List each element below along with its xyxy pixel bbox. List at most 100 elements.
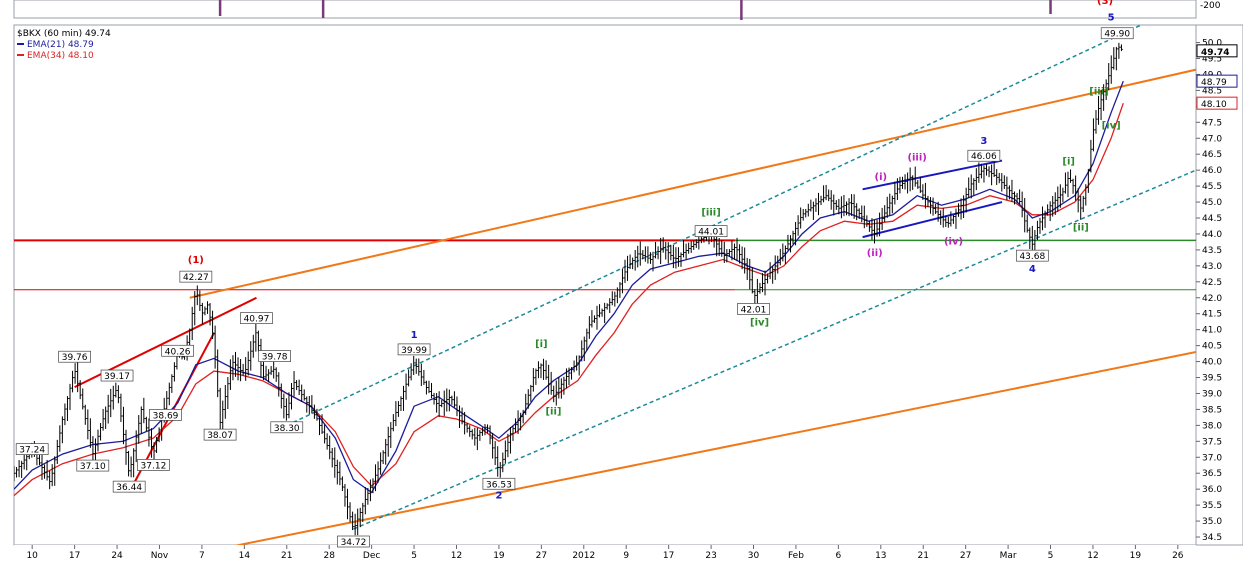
wave-label-8: [ii] (545, 407, 561, 418)
x-tick-label-14: 9 (623, 551, 629, 561)
y-tick-label-4: 36.5 (1202, 469, 1222, 479)
y-tick-label-17: 43.0 (1202, 262, 1222, 272)
y-tick-label-7: 38.0 (1202, 421, 1222, 431)
wave-label-6: 5 (1108, 13, 1115, 24)
current-tag-0: 49.74 (1201, 48, 1229, 58)
wave-label-2: 1 (411, 330, 418, 341)
y-tick-label-1: 35.0 (1202, 517, 1222, 527)
y-tick-label-24: 46.5 (1202, 150, 1222, 160)
price-callout-box-6 (149, 409, 182, 421)
x-tick-label-12: 27 (536, 551, 547, 561)
price-callout-box-15 (482, 477, 516, 490)
price-callout-box-14 (397, 343, 431, 356)
y-tick-label-31: 50.0 (1202, 39, 1222, 49)
price-callout-7: 40.26 (165, 347, 191, 357)
y-tick-label-21: 45.0 (1202, 198, 1222, 208)
price-callout-10: 40.97 (244, 315, 270, 325)
x-tick-label-23: Mar (1000, 551, 1017, 561)
price-callout-box-3 (100, 369, 134, 382)
wave-label-15: (i) (875, 172, 888, 183)
x-tick-label-15: 17 (663, 551, 674, 561)
y-tick-label-15: 42.0 (1202, 294, 1222, 304)
price-callout-2: 37.10 (80, 462, 106, 472)
y-tick-label-11: 40.0 (1202, 358, 1222, 368)
x-tick-label-0: 10 (26, 551, 38, 561)
x-tick-label-7: 28 (323, 551, 335, 561)
x-tick-label-25: 12 (1087, 551, 1098, 561)
y-axis-ticks: 34.5 35.0 35.5 36.0 36.5 37.0 37.5 38.0 38.5 39.0… (1196, 39, 1222, 543)
y-tick-label-10: 39.5 (1202, 374, 1222, 384)
y-tick-label-8: 38.5 (1202, 405, 1222, 415)
x-tick-label-9: 5 (411, 551, 417, 561)
current-tag-box-0 (1196, 44, 1238, 58)
y-tick-label-13: 41.0 (1202, 326, 1222, 336)
wave-label-5: 4 (1029, 264, 1036, 275)
x-tick-label-21: 21 (918, 551, 929, 561)
price-callout-15: 36.53 (486, 480, 512, 490)
x-tick-label-13: 2012 (572, 551, 595, 561)
y-tick-label-3: 36.0 (1202, 485, 1222, 495)
legend: $BKX (60 min) 49.74 EMA(21) 48.79 EMA(34… (17, 29, 111, 61)
price-callout-0: 37.24 (19, 446, 45, 456)
x-tick-label-10: 12 (451, 551, 462, 561)
price-callout-12: 38.30 (274, 424, 300, 434)
x-tick-label-11: 19 (493, 551, 505, 561)
x-tick-label-5: 14 (239, 551, 251, 561)
price-callout-box-18 (967, 149, 1001, 162)
price-callout-4: 36.44 (116, 483, 142, 493)
trend-line-0 (189, 68, 1196, 299)
wave-label-7: [i] (535, 339, 548, 350)
y-tick-label-23: 46.0 (1202, 166, 1222, 176)
price-callout-box-12 (270, 421, 304, 434)
support-resistance-lines (14, 239, 1196, 291)
trend-line-7 (862, 201, 1003, 239)
price-callout-box-13 (337, 535, 370, 548)
legend-symbol: $BKX (60 min) 49.74 (17, 29, 111, 39)
y-tick-label-12: 40.5 (1202, 342, 1222, 352)
x-tick-label-2: 24 (111, 551, 123, 561)
price-callout-14: 39.99 (401, 346, 427, 356)
price-callout-box-9 (203, 428, 237, 441)
x-tick-label-3: Nov (151, 551, 169, 561)
price-callout-box-0 (15, 443, 49, 455)
price-callout-18: 46.06 (971, 152, 997, 162)
price-callout-box-17 (737, 303, 770, 315)
y-tick-label-26: 47.5 (1202, 118, 1222, 128)
price-callout-20: 49.90 (1104, 30, 1130, 40)
wave-label-4: 3 (980, 136, 987, 147)
x-tick-label-24: 5 (1048, 551, 1054, 561)
y-tick-label-5: 37.0 (1202, 453, 1222, 463)
wave-label-14: [iv] (1102, 120, 1121, 131)
wave-label-3: 2 (495, 490, 502, 501)
legend-ema34: EMA(34) 48.10 (27, 51, 94, 61)
x-tick-label-20: 13 (875, 551, 886, 561)
price-callout-9: 38.07 (207, 431, 233, 441)
wave-label-16: (ii) (867, 248, 883, 259)
price-callout-box-19 (1015, 249, 1049, 262)
price-callout-box-16 (694, 225, 728, 237)
y-tick-label-25: 47.0 (1202, 134, 1222, 144)
x-tick-label-26: 19 (1130, 551, 1142, 561)
x-tick-label-19: 6 (836, 551, 842, 561)
price-callout-box-11 (258, 350, 291, 362)
price-callout-6: 38.69 (153, 411, 179, 421)
y-tick-label-22: 45.5 (1202, 182, 1222, 192)
ema34-line-group (14, 102, 1124, 497)
price-callout-8: 42.27 (183, 273, 209, 283)
indicator-strip (13, 0, 1197, 19)
wave-labels: (1) (3) 1 2 3 4 5 [i] [ii] [iii] [iv] [i] [ii] [iii] [… (188, 0, 1121, 501)
x-tick-label-17: 30 (748, 551, 760, 561)
y-tick-label-6: 37.5 (1202, 437, 1222, 447)
current-tag-box-1 (1196, 74, 1238, 88)
y-tick-label-2: 35.5 (1202, 501, 1222, 511)
price-callout-16: 44.01 (698, 228, 724, 238)
wave-label-17: (iii) (907, 153, 926, 164)
x-tick-label-8: Dec (363, 551, 380, 561)
x-tick-label-16: 23 (705, 551, 716, 561)
current-tag-box-2 (1196, 96, 1238, 110)
price-callout-13: 34.72 (341, 538, 367, 548)
price-callout-box-1 (58, 350, 91, 363)
wave-label-0: (1) (188, 255, 204, 266)
plot-area (13, 24, 1197, 546)
price-callout-box-4 (112, 480, 146, 493)
